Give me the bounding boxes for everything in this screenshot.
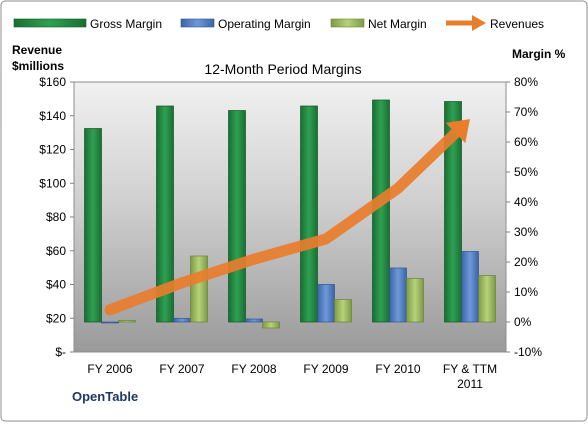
legend-swatch-net-margin xyxy=(330,18,365,28)
plot-area xyxy=(73,81,507,353)
right-tick-label: 20% xyxy=(514,255,538,269)
x-tick-label: FY 2009 xyxy=(303,362,348,376)
gross-margin-bar xyxy=(156,105,174,323)
right-tick-label: 70% xyxy=(514,105,538,119)
net-margin-bar xyxy=(262,321,280,329)
revenues-arrowhead-icon xyxy=(445,119,470,144)
operating-margin-bar xyxy=(173,318,191,323)
gross-margin-bar xyxy=(84,128,102,323)
net-margin-bar xyxy=(190,255,208,323)
legend-label-net-margin: Net Margin xyxy=(368,17,427,31)
net-margin-bar xyxy=(334,299,352,323)
revenues-line xyxy=(104,123,466,316)
x-tick-label: FY 2007 xyxy=(159,362,204,376)
operating-margin-bar xyxy=(317,284,335,323)
x-tick-label: FY 2010 xyxy=(375,362,420,376)
gross-margin-bar xyxy=(444,101,462,323)
legend-swatch-gross-margin xyxy=(13,18,87,28)
legend-arrow-icon xyxy=(472,15,486,31)
legend-swatch-operating-margin xyxy=(180,18,215,28)
left-tick-label: $- xyxy=(55,345,66,359)
company-label: OpenTable xyxy=(72,389,138,404)
left-axis-label-line-2: $millions xyxy=(12,59,64,73)
x-tick-label: FY 2006 xyxy=(87,362,132,376)
left-tick-label: $140 xyxy=(39,109,66,123)
right-tick-label: -10% xyxy=(514,345,542,359)
net-margin-bar xyxy=(406,278,424,323)
right-tick-label: 0% xyxy=(514,315,532,329)
operating-margin-bar xyxy=(245,318,263,323)
left-tick-label: $40 xyxy=(46,278,66,292)
left-axis: $- $20 $40 $60 $80 $100 $120 $140 $160 xyxy=(39,75,74,359)
left-tick-label: $120 xyxy=(39,143,66,157)
gross-margin-bar xyxy=(300,105,318,323)
left-tick-label: $60 xyxy=(46,244,66,258)
right-axis-label: Margin % xyxy=(512,47,566,61)
operating-margin-bar xyxy=(101,321,119,324)
left-tick-label: $160 xyxy=(39,75,66,89)
operating-margin-bar xyxy=(461,251,479,323)
right-tick-label: 80% xyxy=(514,75,538,89)
right-tick-label: 50% xyxy=(514,165,538,179)
gross-margin-bar xyxy=(228,110,246,323)
left-tick-label: $80 xyxy=(46,210,66,224)
legend-label-operating-margin: Operating Margin xyxy=(218,17,311,31)
net-margin-bar xyxy=(118,320,136,323)
left-axis-label-line-1: Revenue xyxy=(12,43,62,57)
chart-title: 12-Month Period Margins xyxy=(204,61,361,77)
left-tick-label: $20 xyxy=(46,311,66,325)
net-margin-bar xyxy=(478,275,496,323)
left-tick-label: $100 xyxy=(39,176,66,190)
x-tick-label: FY 2008 xyxy=(231,362,276,376)
x-axis: FY 2006 FY 2007 FY 2008 FY 2009 FY 2010 FY & … xyxy=(87,362,497,391)
revenue-series xyxy=(104,119,470,316)
right-tick-label: 10% xyxy=(514,285,538,299)
x-tick-label: FY & TTM xyxy=(443,362,497,376)
right-tick-label: 40% xyxy=(514,195,538,209)
operating-margin-bar xyxy=(389,267,407,323)
legend-label-gross-margin: Gross Margin xyxy=(90,17,162,31)
x-tick-label: 2011 xyxy=(457,377,483,391)
right-tick-label: 60% xyxy=(514,135,538,149)
right-axis: -10% 0% 10% 20% 30% 40% 50% 60% 70% 80% xyxy=(506,75,542,359)
legend: Gross Margin Operating Margin Net Margin… xyxy=(13,15,544,31)
legend-label-revenues: Revenues xyxy=(490,17,544,31)
right-tick-label: 30% xyxy=(514,225,538,239)
